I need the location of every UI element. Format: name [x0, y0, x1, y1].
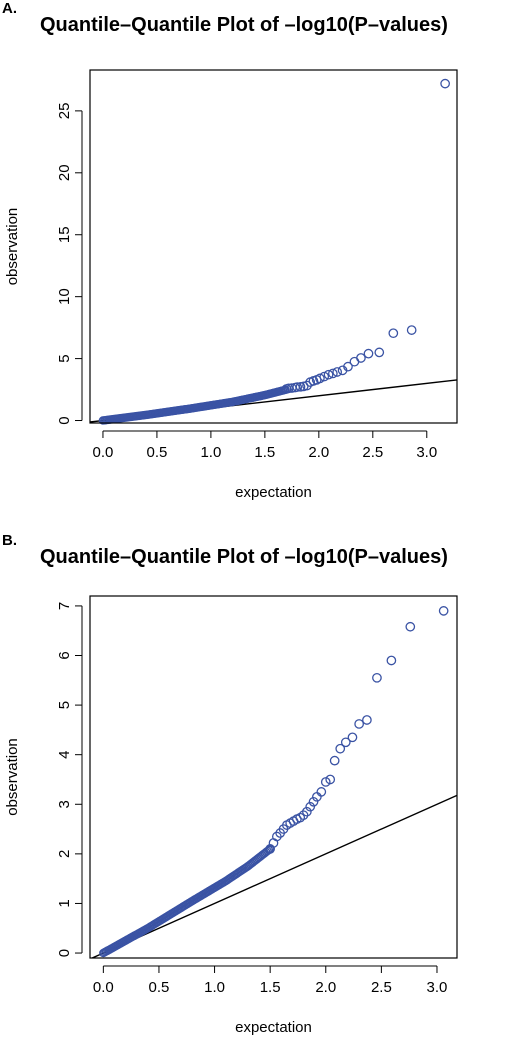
x-tick-label: 1.0	[200, 444, 221, 461]
data-point	[374, 347, 385, 358]
y-axis-title: observation	[4, 738, 21, 816]
y-tick-label: 5	[56, 701, 73, 709]
panel-b: B. Quantile–Quantile Plot of –log10(P–va…	[0, 532, 507, 1050]
plot-frame	[89, 69, 458, 424]
data-point	[302, 380, 312, 391]
chart-title: Quantile–Quantile Plot of –log10(P–value…	[40, 546, 448, 568]
qq-plot-a: 0.0 0.5 1.0 1.5 2.0 2.5 3.0 0 5 10 15 20 25 expectati…	[4, 69, 458, 501]
data-point	[335, 743, 346, 754]
data-point	[323, 369, 334, 380]
data-point	[362, 715, 372, 725]
data-point	[316, 787, 327, 797]
y-tick-label: 5	[56, 354, 73, 362]
y-tick-label: 1	[56, 899, 73, 907]
x-tick-label: 2.0	[308, 444, 329, 461]
data-point	[271, 831, 282, 842]
data-point	[302, 806, 312, 817]
y-tick-label: 4	[56, 751, 73, 759]
x-tick-label: 1.0	[204, 979, 225, 996]
y-tick-label: 10	[56, 288, 73, 305]
x-axis-title: expectation	[235, 1019, 312, 1036]
data-point	[328, 368, 338, 379]
x-tick-label: 0.0	[93, 979, 114, 996]
y-tick-label: 6	[56, 651, 73, 659]
x-tick-label: 2.0	[315, 979, 336, 996]
y-tick-label: 15	[56, 226, 73, 243]
y-tick-label: 0	[56, 949, 73, 957]
x-tick-label: 0.5	[149, 979, 170, 996]
data-point	[295, 381, 306, 392]
y-tick-label: 2	[56, 850, 73, 858]
panel-label: A.	[2, 0, 17, 17]
data-point	[438, 606, 449, 616]
data-point	[332, 367, 343, 377]
data-point	[292, 382, 303, 392]
data-point	[347, 732, 358, 743]
x-axis-title: expectation	[235, 484, 312, 501]
panel-label: B.	[2, 532, 17, 549]
x-tick-label: 1.5	[254, 444, 275, 461]
data-point	[354, 719, 364, 729]
data-point	[372, 672, 382, 683]
data-point	[363, 348, 374, 359]
x-tick-label: 3.0	[427, 979, 448, 996]
chart-title: Quantile–Quantile Plot of –log10(P–value…	[40, 14, 448, 36]
data-point	[405, 621, 416, 632]
data-point	[440, 78, 450, 89]
data-point	[263, 846, 272, 856]
data-point	[325, 774, 336, 785]
x-tick-label: 2.5	[371, 979, 392, 996]
y-tick-label: 20	[56, 164, 73, 181]
y-tick-label: 0	[56, 416, 73, 424]
data-point	[319, 371, 330, 382]
data-point	[298, 810, 309, 821]
panel-a: A. Quantile–Quantile Plot of –log10(P–va…	[2, 0, 458, 501]
x-tick-label: 0.5	[146, 444, 167, 461]
x-tick-label: 0.0	[93, 444, 114, 461]
data-point	[315, 373, 325, 384]
data-point	[356, 353, 366, 363]
x-tick-label: 3.0	[416, 444, 437, 461]
qq-plot-b: 0.0 0.5 1.0 1.5 2.0 2.5 3.0 0 1 2 3 4 5 6 7 expectation…	[4, 595, 458, 1036]
data-point	[329, 755, 340, 766]
data-point	[386, 655, 397, 666]
y-tick-label: 25	[56, 103, 73, 120]
reference-line	[90, 794, 457, 958]
y-axis-title: observation	[4, 208, 21, 286]
y-tick-label: 3	[56, 800, 73, 808]
x-tick-label: 2.5	[362, 444, 383, 461]
data-point	[343, 361, 353, 372]
x-tick-label: 1.5	[260, 979, 281, 996]
data-point	[308, 796, 319, 807]
data-point	[406, 325, 417, 335]
data-point	[305, 801, 316, 812]
plot-frame	[89, 595, 458, 959]
data-point	[340, 737, 351, 748]
y-tick-label: 7	[56, 602, 73, 610]
data-point	[388, 328, 399, 339]
